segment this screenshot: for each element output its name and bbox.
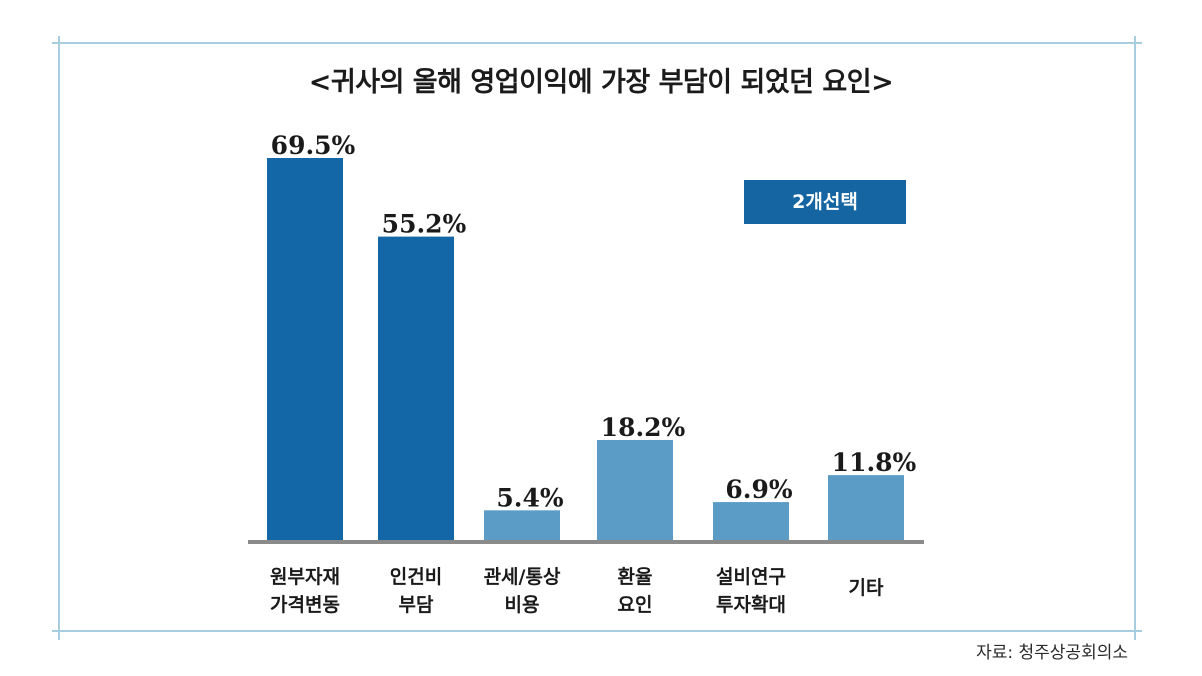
value-label-5: 6.9% — [725, 475, 792, 504]
category-label-2-line-2: 부담 — [399, 594, 434, 616]
chart-title: <귀사의 올해 영업이익에 가장 부담이 되었던 요인> — [308, 67, 894, 98]
bar-6 — [828, 475, 904, 540]
category-label-4-line-2: 요인 — [618, 594, 653, 616]
bar-1 — [267, 158, 343, 540]
frame-top-line — [52, 42, 1142, 44]
bar-5 — [713, 502, 789, 540]
category-label-3-line-2: 비용 — [505, 594, 540, 616]
frame-bottom-line — [52, 630, 1142, 632]
bar-3 — [484, 510, 560, 540]
category-label-1-line-1: 원부자재 — [270, 566, 340, 588]
source-note: 자료: 청주상공회의소 — [976, 643, 1128, 663]
selection-badge: 2개선택 — [744, 180, 906, 224]
frame-left-line — [58, 36, 60, 640]
value-label-2: 55.2% — [382, 210, 467, 239]
category-label-6-line-1: 기타 — [849, 577, 884, 599]
x-axis-baseline — [248, 540, 924, 544]
bar-4 — [597, 439, 673, 540]
value-label-3: 5.4% — [496, 483, 563, 512]
category-label-5-line-2: 투자확대 — [716, 593, 786, 616]
value-label-6: 11.8% — [832, 448, 917, 477]
category-label-5-line-1: 설비연구 — [716, 566, 786, 588]
value-label-4: 18.2% — [601, 413, 686, 442]
category-label-2-line-1: 인건비 — [390, 566, 442, 588]
value-label-1: 69.5% — [271, 131, 356, 160]
category-label-3-line-1: 관세/통상 — [484, 566, 561, 588]
frame-right-line — [1134, 36, 1136, 640]
category-label-4-line-1: 환율 — [618, 566, 653, 588]
category-label-1-line-2: 가격변동 — [270, 594, 340, 616]
bar-2 — [378, 236, 454, 540]
